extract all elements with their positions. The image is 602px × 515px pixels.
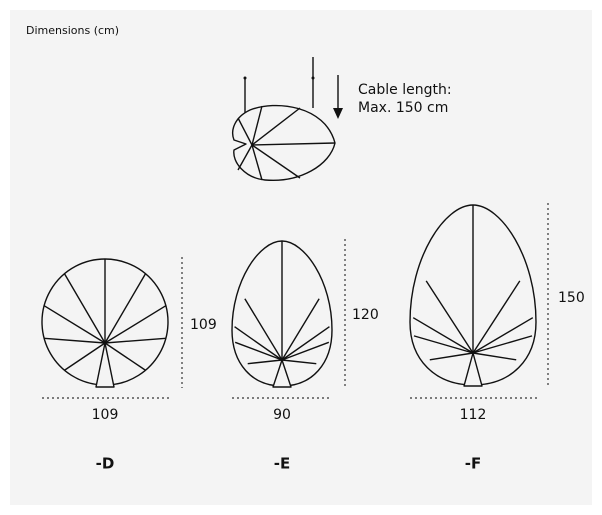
- rib: [104, 273, 147, 344]
- rib: [44, 337, 106, 344]
- rib: [413, 335, 474, 354]
- rib: [412, 317, 474, 354]
- rib: [234, 326, 283, 361]
- rib: [247, 359, 283, 365]
- pendant-side-view: [232, 57, 343, 181]
- height-label: 109: [190, 317, 217, 333]
- rib: [63, 273, 106, 344]
- notch: [272, 359, 292, 388]
- rib: [472, 352, 517, 361]
- rib: [64, 342, 106, 371]
- rib: [281, 326, 330, 361]
- rib: [104, 305, 167, 344]
- variant-label: -F: [465, 455, 481, 473]
- variant-label: -D: [96, 455, 115, 473]
- rib: [104, 342, 146, 371]
- cable-length: Max. 150 cm: [358, 100, 448, 116]
- width-label: 112: [460, 407, 487, 423]
- rib: [472, 335, 533, 354]
- rib: [104, 337, 166, 344]
- rib: [281, 359, 317, 365]
- height-label: 120: [352, 307, 379, 323]
- height-label: 150: [558, 290, 585, 306]
- variant-label: -E: [274, 455, 290, 473]
- cable-label: Cable length:: [358, 82, 452, 98]
- panel: [10, 10, 592, 505]
- rib: [281, 341, 330, 361]
- rib: [472, 280, 521, 354]
- rib: [234, 341, 283, 361]
- notch: [463, 352, 483, 387]
- rib: [244, 298, 283, 361]
- rib: [43, 305, 106, 344]
- width-label: 109: [92, 407, 119, 423]
- rib: [472, 317, 534, 354]
- width-label: 90: [273, 407, 291, 423]
- notch: [95, 342, 115, 388]
- rib: [429, 352, 474, 361]
- rib: [425, 280, 474, 354]
- rib: [281, 298, 320, 361]
- title: Dimensions (cm): [26, 24, 119, 37]
